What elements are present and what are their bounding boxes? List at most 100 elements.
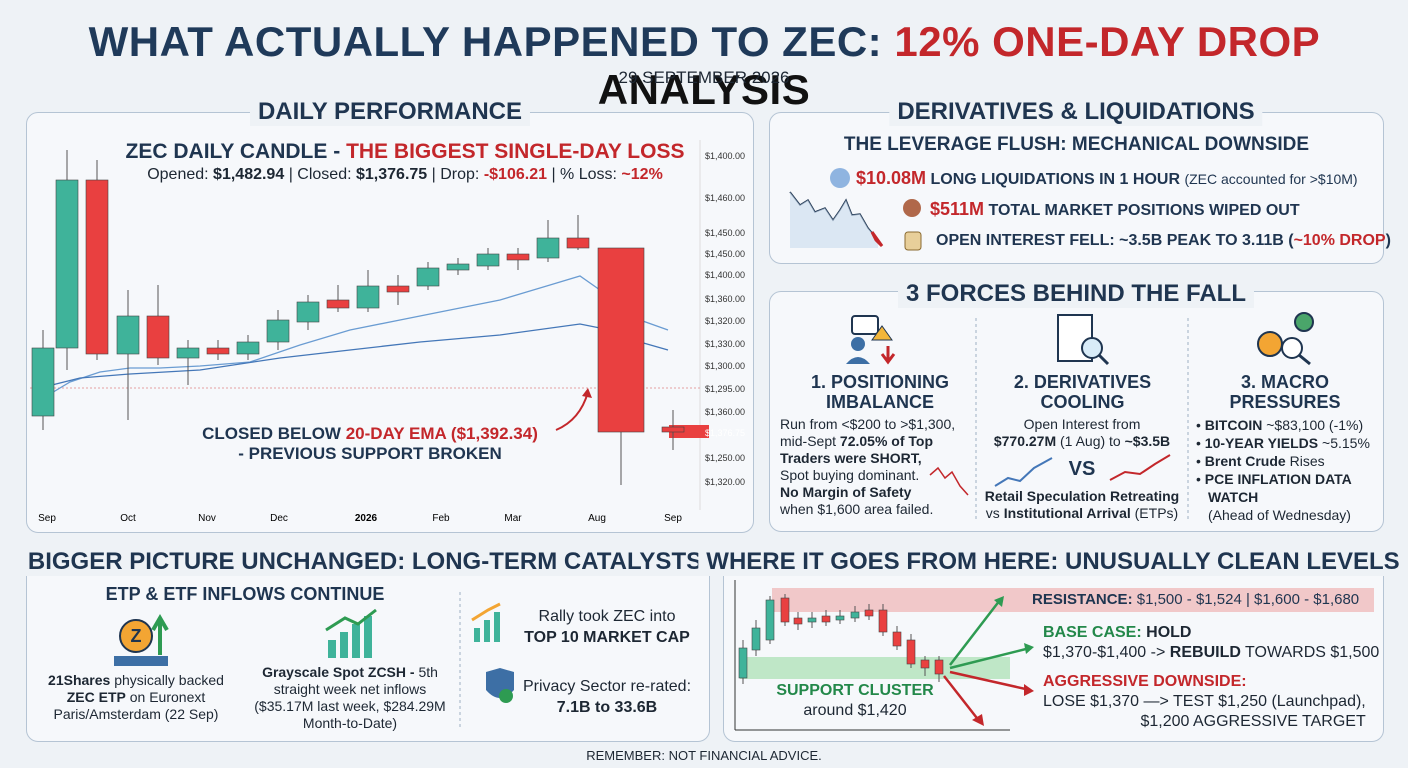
candle-body bbox=[386, 285, 410, 293]
value: $10.08M bbox=[856, 168, 927, 188]
bullet: • PCE INFLATION DATA WATCH (Ahead of Wedn… bbox=[1196, 471, 1352, 523]
text: Rises bbox=[1289, 453, 1325, 469]
candle-body bbox=[765, 599, 775, 641]
bold-text: PCE INFLATION DATA WATCH bbox=[1204, 471, 1352, 505]
bold-text: Retail Speculation Retreating bbox=[984, 488, 1180, 504]
bullet-list: • BITCOIN ~$83,100 (-1%) • 10-YEAR YIELDS… bbox=[1196, 416, 1380, 524]
date: 29 SEPTEMBER 2026 bbox=[618, 68, 790, 87]
chart-title-highlight: THE BIGGEST SINGLE-DAY LOSS bbox=[346, 140, 685, 163]
bold-text: 10-YEAR YIELDS bbox=[1204, 435, 1319, 451]
section-heading: WHERE IT GOES FROM HERE: UNUSUALLY CLEAN… bbox=[698, 548, 1408, 576]
candle-body bbox=[506, 253, 530, 261]
text: $1,200 AGGRESSIVE TARGET bbox=[1140, 713, 1366, 730]
candle-body bbox=[793, 617, 803, 625]
icon bbox=[119, 619, 153, 653]
arrow-head bbox=[1024, 643, 1034, 654]
stat-value: $1,376.75 bbox=[356, 166, 428, 183]
title-highlight: 12% ONE-DAY DROP bbox=[894, 18, 1320, 65]
icon bbox=[904, 231, 922, 251]
y-tick-label: $1,400.00 bbox=[705, 151, 745, 161]
candle-body bbox=[326, 299, 350, 309]
icon bbox=[474, 628, 480, 642]
label: SUPPORT CLUSTER bbox=[776, 682, 934, 699]
stat-value: ~12% bbox=[621, 166, 663, 183]
catalyst: 21Shares physically backed ZEC ETP on Eur… bbox=[36, 672, 236, 723]
x-tick-label: Feb bbox=[432, 513, 450, 524]
title-text: WHAT ACTUALLY HAPPENED TO ZEC: bbox=[88, 18, 883, 65]
candle-body bbox=[597, 247, 645, 433]
subheading: ETP & ETF INFLOWS CONTINUE bbox=[105, 584, 385, 604]
text: LOSE $1,370 —> TEST $1,250 (Launchpad), bbox=[1043, 693, 1366, 710]
value: $511M bbox=[930, 199, 985, 219]
text: 5th straight week net inflows ($35.17M l… bbox=[254, 664, 446, 731]
mini-chart bbox=[1109, 454, 1171, 481]
y-tick-label: $1,460.00 bbox=[705, 193, 745, 203]
x-tick-label: Oct bbox=[120, 513, 136, 524]
bold-text: Institutional Arrival bbox=[1003, 505, 1131, 521]
bold-text: TOP 10 MARKET CAP bbox=[524, 629, 690, 646]
candle-body bbox=[807, 617, 817, 623]
icon bbox=[1281, 337, 1303, 359]
candle-body bbox=[296, 301, 320, 323]
icon bbox=[484, 620, 490, 642]
icon bbox=[340, 632, 348, 658]
icon bbox=[1081, 337, 1103, 359]
text: LONG LIQUIDATIONS IN 1 HOUR bbox=[930, 171, 1180, 188]
candle-body bbox=[31, 347, 55, 417]
bold-text: ~$3.5B bbox=[1124, 433, 1171, 449]
bullet: • BITCOIN ~$83,100 (-1%) bbox=[1196, 417, 1364, 433]
value: $1,500 - $1,524 | $1,600 - $1,680 bbox=[1136, 591, 1360, 608]
candle-body bbox=[236, 341, 260, 355]
icon bbox=[328, 640, 336, 658]
icon bbox=[114, 656, 168, 666]
y-tick-label: $1,400.00 bbox=[705, 270, 745, 280]
label: AGGRESSIVE DOWNSIDE: bbox=[1043, 673, 1247, 690]
icon bbox=[499, 689, 513, 703]
bold-text: REBUILD bbox=[1169, 644, 1241, 661]
candle-body bbox=[476, 253, 500, 267]
icon bbox=[871, 325, 893, 341]
text: ~$83,100 (-1%) bbox=[1266, 417, 1364, 433]
support: SUPPORT CLUSTER around $1,420 bbox=[750, 681, 960, 721]
candle-body bbox=[661, 426, 685, 433]
y-tick-label: $1,320.00 bbox=[705, 316, 745, 326]
ema-line bbox=[39, 275, 669, 401]
text: ) bbox=[1385, 232, 1391, 249]
x-tick-label: Nov bbox=[198, 513, 216, 524]
force-title: 3. MACRO PRESSURES bbox=[1229, 372, 1341, 412]
y-tick-label: $1,250.00 bbox=[705, 453, 745, 463]
arrow bbox=[949, 670, 1031, 692]
arrow bbox=[949, 599, 1001, 666]
text: around $1,420 bbox=[803, 702, 907, 719]
arrow-head bbox=[994, 596, 1004, 607]
bold-text: Brent Crude bbox=[1204, 453, 1286, 469]
y-tick-label: $1,450.00 bbox=[705, 228, 745, 238]
icon bbox=[851, 337, 865, 351]
force-text: Retail Speculation Retreating vs Institut… bbox=[978, 488, 1186, 522]
text: Rally took ZEC into bbox=[538, 608, 676, 625]
force-title: 1. POSITIONING IMBALANCE bbox=[810, 372, 950, 412]
item: $10.08M LONG LIQUIDATIONS IN 1 HOUR (ZEC… bbox=[856, 168, 1358, 189]
bold-text: 72.05% of Top Traders were SHORT, bbox=[780, 433, 934, 466]
stat-label: | % Loss: bbox=[551, 166, 617, 183]
candle-body bbox=[446, 263, 470, 271]
annotation: CLOSED BELOW 20-DAY EMA ($1,392.34) - PRE… bbox=[180, 424, 560, 464]
text: (1 Aug) to bbox=[1060, 433, 1121, 449]
bold-text: Grayscale Spot ZCSH - bbox=[262, 664, 415, 680]
highlight: ~10% DROP bbox=[1293, 232, 1386, 249]
title: WHAT ACTUALLY HAPPENED TO ZEC: 12% ONE-D… bbox=[0, 18, 1408, 114]
force-text: Run from <$200 to >$1,300, mid-Sept 72.0… bbox=[780, 416, 976, 518]
icon bbox=[151, 614, 169, 655]
text: on Euronext Paris/Amsterdam (22 Sep) bbox=[53, 689, 219, 722]
x-tick-label: Dec bbox=[270, 513, 288, 524]
y-tick-label: $1,295.00 bbox=[705, 384, 745, 394]
y-tick-label: $1,360.00 bbox=[705, 294, 745, 304]
candle-body bbox=[55, 179, 79, 349]
annotation-text: - PREVIOUS SUPPORT BROKEN bbox=[238, 444, 502, 463]
y-tick-label: $1,330.00 bbox=[705, 339, 745, 349]
section-heading: 3 FORCES BEHIND THE FALL bbox=[897, 280, 1255, 308]
icon bbox=[364, 616, 372, 658]
y-tick-label: $1,320.00 bbox=[705, 477, 745, 487]
y-tick-label: $1,300.00 bbox=[705, 361, 745, 371]
